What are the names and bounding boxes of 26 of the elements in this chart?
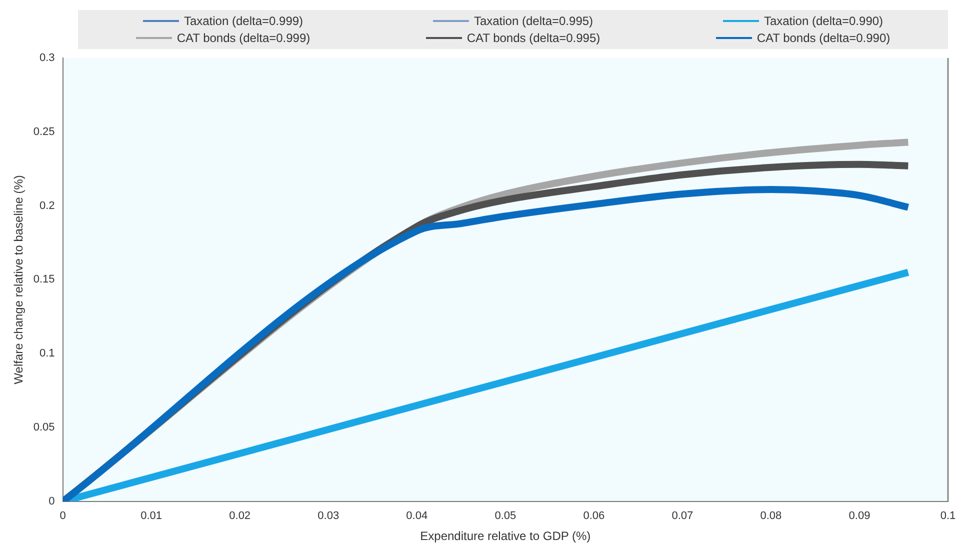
x-tick-label: 0.1 [940, 510, 956, 522]
y-tick-label: 0.1 [40, 348, 55, 360]
y-tick-label: 0.05 [33, 422, 55, 434]
y-tick-label: 0.3 [40, 52, 55, 64]
legend-label: CAT bonds (delta=0.995) [466, 31, 600, 45]
y-tick-label: 0.25 [33, 126, 55, 138]
x-tick-label: 0.08 [760, 510, 782, 522]
y-tick-label: 0.15 [33, 274, 55, 286]
y-tick-label: 0 [48, 495, 55, 508]
y-axis-title: Welfare change relative to baseline (%) [12, 175, 26, 384]
x-tick-label: 0.06 [583, 510, 605, 522]
legend-label: CAT bonds (delta=0.999) [176, 31, 310, 45]
legend-label: Taxation (delta=0.990) [764, 14, 884, 28]
x-tick-label: 0.02 [229, 510, 251, 522]
x-tick-label: 0.05 [494, 510, 516, 522]
x-tick-label: 0 [60, 510, 66, 522]
x-tick-label: 0.07 [672, 510, 694, 522]
legend-label: CAT bonds (delta=0.990) [756, 31, 890, 45]
legend-label: Taxation (delta=0.995) [474, 14, 594, 28]
x-axis-title: Expenditure relative to GDP (%) [420, 529, 591, 544]
legend-label: Taxation (delta=0.999) [184, 14, 304, 28]
x-tick-label: 0.09 [848, 510, 870, 522]
x-tick-label: 0.03 [318, 510, 340, 522]
x-tick-label: 0.04 [406, 510, 428, 522]
y-tick-label: 0.2 [40, 200, 55, 212]
x-tick-label: 0.01 [140, 510, 162, 522]
